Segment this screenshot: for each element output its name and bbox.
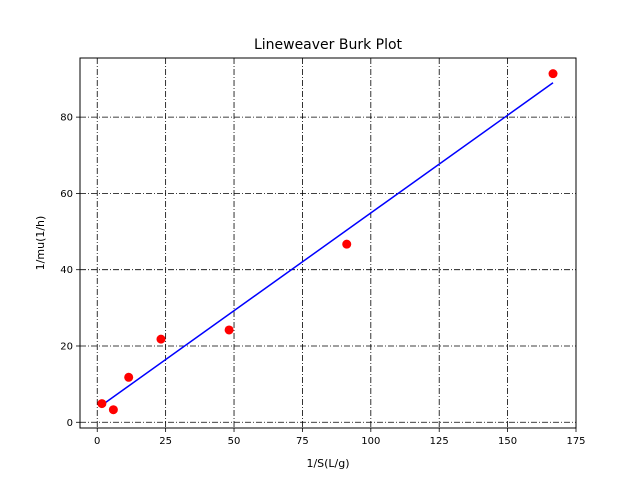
x-tick-label: 50 [228, 436, 241, 447]
data-point [108, 405, 118, 415]
data-point [97, 399, 107, 409]
x-axis-label: 1/S(L/g) [306, 457, 349, 470]
y-tick-label: 40 [60, 265, 73, 276]
fit-line-series [101, 82, 554, 406]
x-tick-label: 0 [94, 436, 100, 447]
y-tick-label: 20 [60, 341, 73, 352]
x-tick-label: 25 [159, 436, 172, 447]
x-tick-label: 100 [361, 436, 380, 447]
data-points-series [97, 69, 558, 415]
y-axis-label: 1/mu(1/h) [34, 216, 47, 271]
data-point [156, 334, 166, 344]
plot-frame [79, 57, 577, 429]
chart-title: Lineweaver Burk Plot [254, 37, 403, 53]
x-tick-label: 175 [566, 436, 585, 447]
data-point [548, 69, 558, 79]
data-point [124, 372, 134, 382]
data-point [342, 239, 352, 249]
x-tick-label: 125 [430, 436, 449, 447]
x-axis-ticks: 0 25 50 75 100 125 150 175 [94, 428, 586, 447]
y-axis-ticks: 0 20 40 60 80 [60, 113, 80, 429]
fit-line [101, 82, 554, 406]
y-tick-label: 80 [60, 113, 73, 124]
data-point [224, 325, 234, 335]
x-tick-label: 75 [296, 436, 309, 447]
x-tick-label: 150 [498, 436, 517, 447]
y-tick-label: 0 [67, 418, 73, 429]
y-tick-label: 60 [60, 189, 73, 200]
